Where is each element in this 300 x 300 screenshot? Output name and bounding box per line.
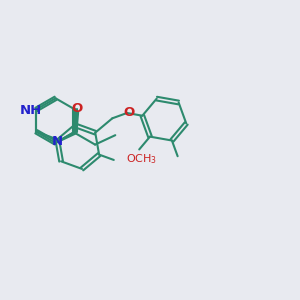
Text: NH: NH — [20, 104, 42, 118]
Text: OCH$_3$: OCH$_3$ — [126, 152, 158, 166]
Text: N: N — [52, 135, 63, 148]
Text: O: O — [71, 101, 82, 115]
Text: O: O — [123, 106, 134, 119]
